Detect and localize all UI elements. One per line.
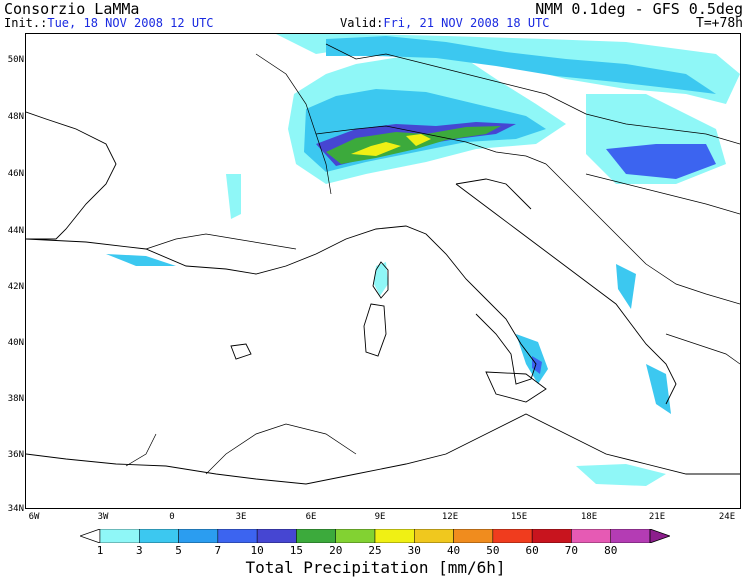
colorbar-level-label: 30 (407, 544, 421, 557)
lon-label: 15E (510, 512, 528, 522)
precipitation-areas (106, 34, 740, 486)
lat-label: 48N (7, 112, 24, 122)
precip-corsica (374, 262, 388, 296)
organization-title: Consorzio LaMMa (4, 0, 140, 18)
colorbar-swatch (217, 529, 258, 543)
colorbar-level-label: 25 (368, 544, 382, 557)
colorbar-level-label: 15 (289, 544, 304, 557)
borders (125, 43, 740, 475)
lat-label: 50N (7, 55, 24, 65)
lon-label: 9E (374, 512, 386, 522)
colorbar-swatch (492, 529, 533, 543)
precip-greece (646, 364, 671, 414)
precip-north-medium (326, 36, 716, 94)
colorbar-swatch (571, 529, 611, 543)
precipitation-map (25, 33, 741, 509)
lon-label: 3W (97, 512, 109, 522)
colorbar (80, 529, 670, 543)
colorbar-level-label: 70 (564, 544, 579, 557)
colorbar-level-label: 80 (604, 544, 618, 557)
lon-label: 6W (28, 512, 40, 522)
valid-time: Valid:Fri, 21 NOV 2008 18 UTC (340, 16, 550, 30)
init-label: Init.: (4, 16, 48, 30)
coastlines (26, 111, 740, 485)
colorbar-swatch (139, 529, 179, 543)
lon-label: 24E (718, 512, 736, 522)
lon-label: 3E (235, 512, 247, 522)
precip-pyrenees (106, 254, 176, 266)
precip-alg (226, 174, 241, 219)
lon-label: 21E (648, 512, 666, 522)
colorbar-level-label: 60 (525, 544, 539, 557)
lat-label: 36N (7, 450, 24, 460)
lat-label: 42N (7, 282, 24, 292)
colorbar-swatch (256, 529, 297, 543)
model-title: NMM 0.1deg - GFS 0.5deg (535, 0, 743, 18)
colorbar-level-label: 50 (486, 544, 500, 557)
precip-north-light (276, 34, 740, 104)
colorbar-level-label: 7 (214, 544, 222, 557)
lon-label: 0 (169, 512, 175, 522)
colorbar-level-label: 40 (446, 544, 461, 557)
precip-south (576, 464, 666, 486)
colorbar-low-end (80, 529, 101, 543)
map-canvas (26, 34, 740, 486)
precip-east-medium (606, 144, 716, 179)
colorbar-swatch (335, 529, 376, 543)
lat-label: 44N (7, 226, 24, 236)
init-value: Tue, 18 NOV 2008 12 UTC (47, 16, 214, 30)
forecast-step: T=+78h (696, 16, 743, 31)
colorbar-swatch (453, 529, 494, 543)
lon-label: 18E (580, 512, 598, 522)
colorbar-swatch (531, 529, 572, 543)
colorbar-swatch (178, 529, 219, 543)
init-time: Init.:Tue, 18 NOV 2008 12 UTC (4, 16, 214, 30)
colorbar-level-label: 10 (250, 544, 264, 557)
colorbar-level-label: 3 (135, 544, 143, 557)
colorbar-swatch (374, 529, 415, 543)
precip-alps-yellow (351, 142, 401, 156)
precip-alps-yellow2 (406, 134, 431, 146)
lat-label: 38N (7, 394, 24, 404)
valid-value: Fri, 21 NOV 2008 18 UTC (383, 16, 550, 30)
colorbar-level-label: 1 (96, 544, 104, 557)
colorbar-level-label: 20 (329, 544, 343, 557)
lat-label: 46N (7, 169, 24, 179)
precip-adriatic (616, 264, 636, 309)
valid-label: Valid: (340, 16, 384, 30)
lon-label: 12E (441, 512, 459, 522)
colorbar-swatch (296, 529, 336, 543)
colorbar-swatch (414, 529, 454, 543)
colorbar-swatch (99, 529, 140, 543)
colorbar-level-label: 5 (175, 544, 182, 557)
colorbar-high-end (649, 529, 670, 543)
lat-label: 34N (7, 504, 24, 514)
colorbar-swatch (610, 529, 651, 543)
colorbar-title: Total Precipitation [mm/6h] (245, 558, 506, 577)
lat-label: 40N (7, 338, 24, 348)
lon-label: 6E (305, 512, 317, 522)
